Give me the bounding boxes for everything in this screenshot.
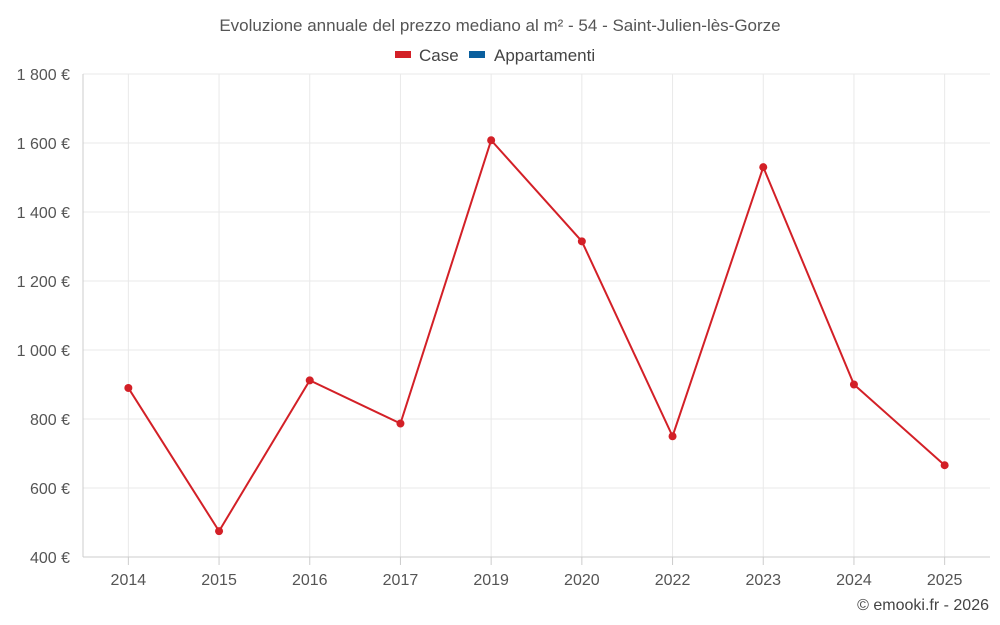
x-tick-label: 2016 (292, 572, 328, 589)
data-point[interactable] (668, 432, 677, 441)
y-axis: 400 € 600 € 800 € 1 000 € 1 200 € 1 400 € 1 60… (17, 67, 84, 567)
data-point[interactable] (487, 136, 496, 145)
y-tick-label: 600 € (30, 481, 70, 498)
x-tick-label: 2025 (927, 572, 963, 589)
data-point[interactable] (849, 380, 858, 389)
y-tick-label: 1 000 € (17, 343, 70, 360)
data-point[interactable] (305, 376, 314, 385)
x-tick-label: 2019 (473, 572, 509, 589)
x-tick-label: 2020 (564, 572, 600, 589)
data-point[interactable] (577, 237, 586, 246)
x-tick-label: 2022 (655, 572, 691, 589)
legend: Case Appartamenti (395, 46, 595, 65)
data-point[interactable] (759, 163, 768, 172)
credit-text: © emooki.fr - 2026 (857, 597, 989, 614)
legend-swatch-case (395, 51, 411, 58)
y-tick-label: 400 € (30, 550, 70, 567)
x-tick-label: 2015 (201, 572, 237, 589)
x-tick-label: 2017 (383, 572, 419, 589)
y-tick-label: 1 400 € (17, 205, 70, 222)
y-tick-label: 800 € (30, 412, 70, 429)
x-tick-label: 2023 (745, 572, 781, 589)
series-case (124, 136, 949, 536)
data-point[interactable] (124, 383, 133, 392)
y-tick-label: 1 600 € (17, 136, 70, 153)
x-tick-label: 2014 (111, 572, 147, 589)
x-axis: 2014 2015 2016 2017 2019 2020 2022 2023 2024 2025 (83, 556, 990, 589)
y-tick-label: 1 800 € (17, 67, 70, 84)
data-point[interactable] (215, 527, 224, 536)
grid (83, 73, 990, 557)
legend-swatch-appartamenti (469, 51, 485, 58)
legend-label-case[interactable]: Case (419, 46, 459, 65)
data-point[interactable] (396, 419, 405, 428)
chart-title: Evoluzione annuale del prezzo mediano al… (219, 16, 780, 35)
legend-label-appartamenti[interactable]: Appartamenti (494, 46, 595, 65)
x-tick-label: 2024 (836, 572, 872, 589)
data-point[interactable] (940, 461, 949, 470)
y-tick-label: 1 200 € (17, 274, 70, 291)
series-line-case (127, 139, 946, 533)
